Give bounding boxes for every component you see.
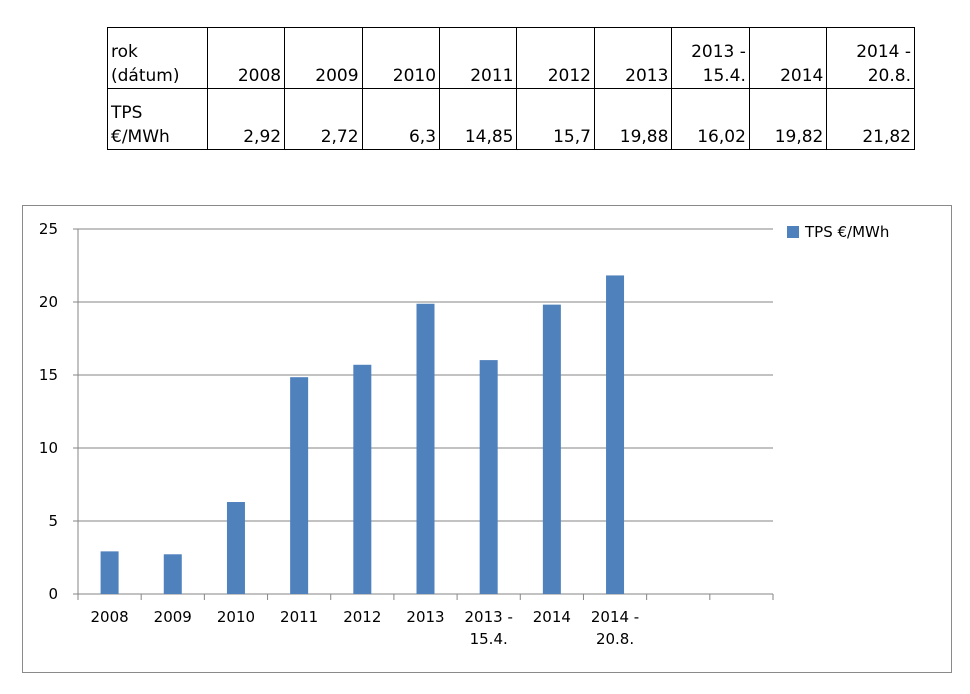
x-tick-label: 2013 [406,608,444,626]
table-cell-date: 2008 [206,27,286,89]
x-tick-label: 2009 [154,608,192,626]
y-tick-label: 10 [39,439,58,457]
bar [479,360,498,594]
table-cell-date: 2014 -20.8. [826,27,915,89]
chart-area: 0 5 10 15 20 25 2008 2009 2010 2011 2012 2013 2013 -… [22,205,952,673]
row-header-date: rok (dátum) [107,27,208,89]
x-tick-label: 2013 - [465,608,513,626]
y-tick-label: 20 [39,293,58,311]
x-tick-label: 2010 [217,608,255,626]
bar-chart: 0 5 10 15 20 25 2008 2009 2010 2011 2012 2013 2013 -… [39,220,774,648]
x-tick-label: 20.8. [596,630,634,648]
table-cell-date: 2009 [284,27,363,89]
bar [163,554,182,594]
table-cell-date: 2010 [361,27,441,89]
table-row-dates: rok (dátum) 2008 2009 2010 2011 2012 201… [107,27,915,89]
x-tick-label: 2012 [343,608,381,626]
bar [290,377,309,594]
legend-label: TPS €/MWh [805,223,890,241]
table-row-values: TPS €/MWh 2,92 2,72 6,3 14,85 15,7 19,88 16,02… [107,88,915,150]
x-tick-label: 2014 - [591,608,639,626]
data-table: rok (dátum) 2008 2009 2010 2011 2012 201… [107,27,915,150]
bar [100,551,119,594]
y-tick-label: 15 [39,366,58,384]
bar [606,275,625,594]
y-tick-label: 25 [39,220,58,238]
table-cell-value: 2,92 [206,88,286,150]
y-tick-label: 5 [48,512,58,530]
table-cell-value: 19,88 [593,88,673,150]
chart-legend: TPS €/MWh [787,223,889,241]
bar [353,364,372,594]
table-cell-date: 2012 [516,27,595,89]
x-tick-label: 2011 [280,608,318,626]
table-cell-value: 19,82 [748,88,828,150]
table-cell-date: 2013 [593,27,673,89]
table-cell-value: 21,82 [826,88,915,150]
x-tick-label: 15.4. [470,630,508,648]
x-tick-label: 2008 [90,608,128,626]
table-cell-value: 14,85 [439,88,518,150]
y-tick-label: 0 [48,585,58,603]
bar [416,303,435,594]
legend-swatch [787,226,799,238]
bar [542,304,561,594]
bar [226,502,245,594]
table-cell-value: 6,3 [361,88,441,150]
x-tick-label: 2014 [533,608,571,626]
table-cell-value: 15,7 [516,88,595,150]
table-cell-value: 16,02 [671,88,750,150]
row-header-value: TPS €/MWh [107,88,208,150]
table-cell-date: 2011 [439,27,518,89]
table-cell-date: 2014 [748,27,828,89]
table-cell-date: 2013 -15.4. [671,27,750,89]
table-cell-value: 2,72 [284,88,363,150]
